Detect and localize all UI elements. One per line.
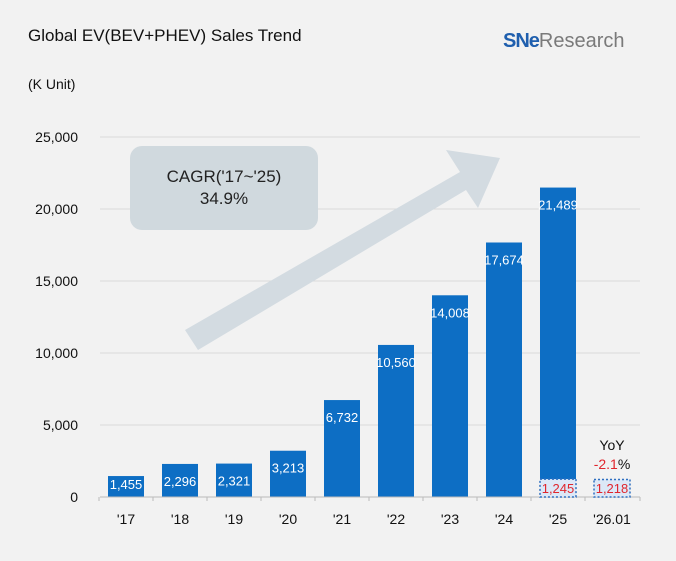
bar [216,463,252,497]
january-value-label: 1,245 [542,481,575,496]
y-tick-label: 5,000 [43,417,78,433]
bar [378,344,414,497]
bar-value-label: 14,008 [430,305,470,320]
x-tick-label: '19 [225,511,243,527]
january-box [593,478,631,498]
x-tick-label: '24 [495,511,513,527]
bar-value-label: 3,213 [272,461,305,476]
logo-sne: SNe [503,30,540,52]
bar [432,295,468,497]
bar [324,400,360,497]
logo-research: Research [538,30,625,52]
yoy-label: YoY [599,437,625,453]
sne-research-logo: SNeResearch [503,30,625,53]
y-axis-unit: (K Unit) [28,76,76,92]
bar-value-label: 1,455 [110,477,143,492]
x-tick-label: '25 [549,511,567,527]
bar-value-label: 6,732 [326,410,359,425]
x-tick-label: '23 [441,511,459,527]
bar-value-label: 10,560 [376,355,416,370]
cagr-label: CAGR('17~'25) [167,167,282,186]
y-tick-label: 0 [70,489,78,505]
bar-value-label: 17,674 [484,252,524,267]
trend-arrow [185,150,500,350]
bar [270,450,306,497]
bar [108,476,144,497]
y-tick-label: 15,000 [35,273,78,289]
bar-value-label: 2,321 [218,474,251,489]
cagr-value: 34.9% [200,189,248,208]
yoy-unit: % [618,456,630,472]
x-tick-label: '20 [279,511,297,527]
yoy-number: -2.1 [594,456,618,472]
y-tick-label: 20,000 [35,201,78,217]
x-tick-label: '22 [387,511,405,527]
x-tick-label: '21 [333,511,351,527]
x-tick-label: '17 [117,511,135,527]
bar [540,187,576,497]
bar-value-label: 21,489 [538,198,578,213]
x-tick-label: '18 [171,511,189,527]
january-value-label: 1,218 [596,481,629,496]
y-tick-label: 10,000 [35,345,78,361]
chart-title: Global EV(BEV+PHEV) Sales Trend [28,26,302,45]
cagr-callout [130,146,318,230]
x-tick-label: '26.01 [593,511,631,527]
yoy-value: -2.1% [594,456,631,472]
bar-value-label: 2,296 [164,474,197,489]
bar [486,242,522,497]
bar [162,463,198,497]
y-tick-label: 25,000 [35,129,78,145]
january-box [539,478,577,498]
